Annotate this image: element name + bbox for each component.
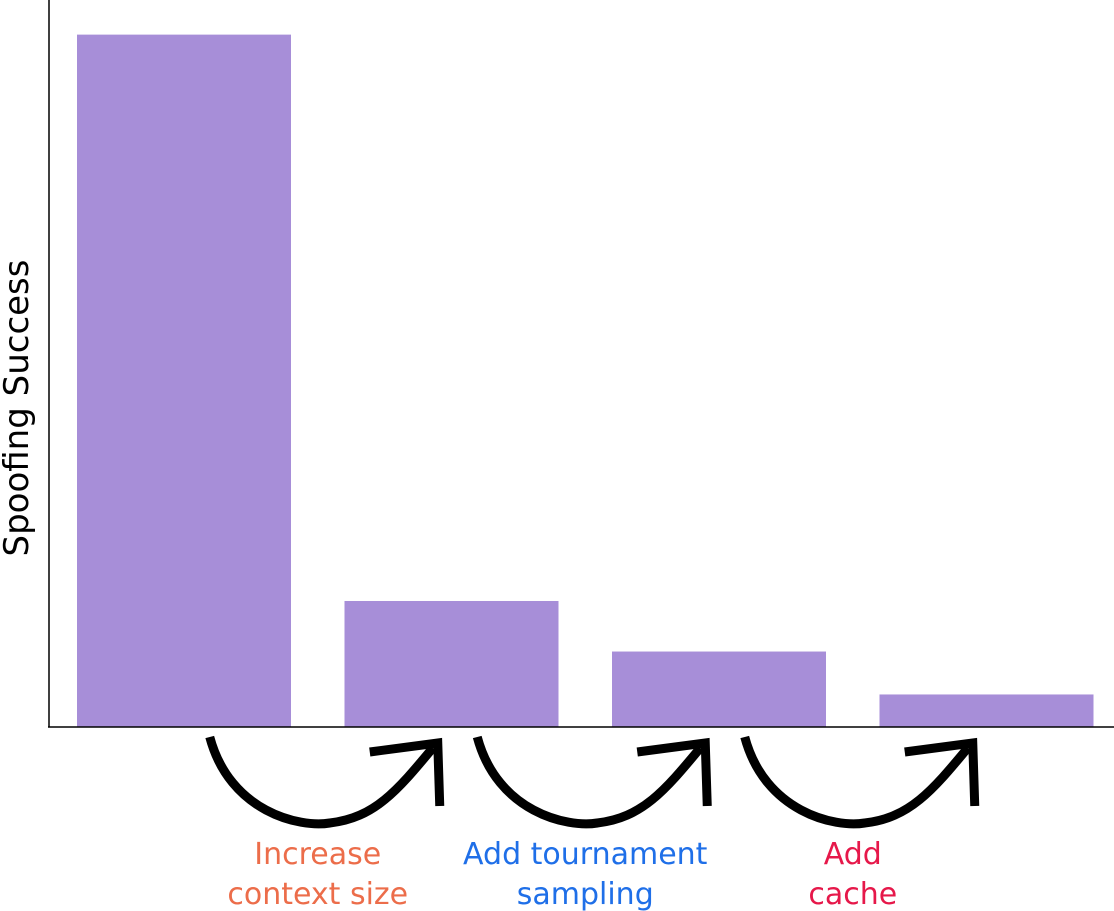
annotation-2-line-1: Add tournament	[463, 837, 708, 872]
y-axis-label: Spoofing Success	[0, 260, 37, 557]
arrow-2	[472, 735, 704, 829]
arrow-3	[740, 735, 972, 829]
arrows-group	[205, 735, 980, 829]
bars-group	[77, 34, 1094, 728]
annotation-3-line-2: cache	[808, 877, 897, 911]
annotations-group: Increase context size Add tournament sampli…	[227, 837, 897, 911]
annotation-2-line-2: sampling	[517, 877, 654, 911]
bar-3	[612, 651, 826, 727]
bar-1	[77, 34, 291, 728]
arrow-head-1	[369, 737, 445, 807]
bar-4	[879, 694, 1094, 727]
bar-2	[344, 600, 559, 727]
annotation-3-line-1: Add	[824, 837, 882, 872]
arrow-head-3	[904, 737, 980, 807]
annotation-1-line-1: Increase	[254, 837, 381, 872]
arrow-1	[205, 735, 437, 829]
annotation-1-line-2: context size	[227, 877, 408, 911]
arrow-head-2	[636, 737, 712, 807]
